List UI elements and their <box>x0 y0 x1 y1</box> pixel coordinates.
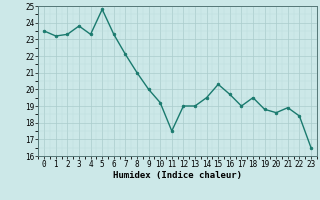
X-axis label: Humidex (Indice chaleur): Humidex (Indice chaleur) <box>113 171 242 180</box>
